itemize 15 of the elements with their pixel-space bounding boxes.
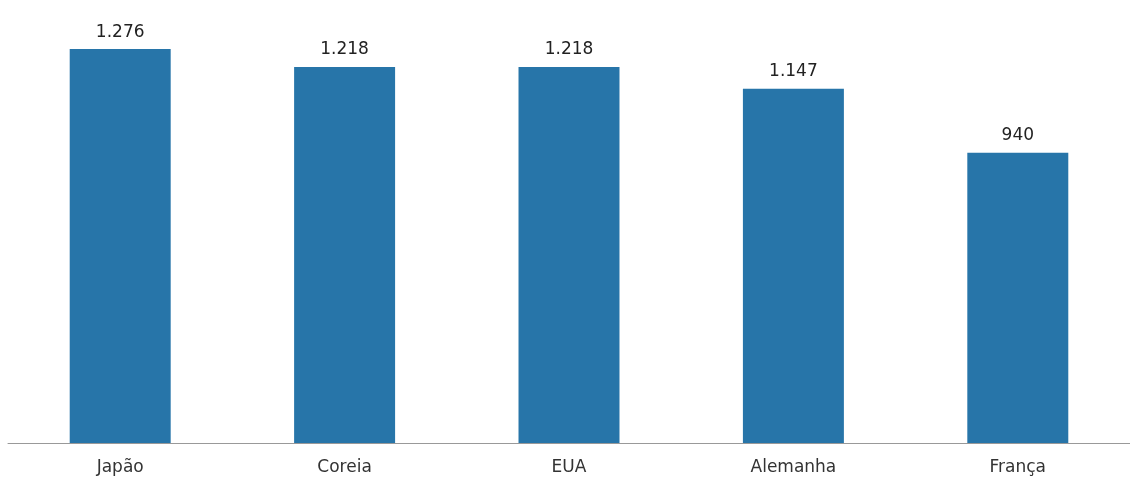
- bar: [294, 66, 396, 443]
- data-label: 1.147: [769, 60, 818, 81]
- bar: [967, 152, 1069, 443]
- data-label: 1.218: [544, 38, 594, 59]
- x-tick-label: Coreia: [317, 455, 372, 476]
- bar: [69, 49, 171, 443]
- bar: [518, 66, 620, 443]
- data-label: 1.276: [95, 20, 145, 41]
- data-label: 940: [1001, 124, 1035, 145]
- x-tick-label: França: [989, 455, 1047, 476]
- x-tick-label: Alemanha: [750, 455, 837, 476]
- x-tick-label: Japão: [95, 455, 144, 476]
- x-tick-label: EUA: [551, 455, 587, 476]
- bar: [742, 88, 844, 443]
- data-label: 1.218: [320, 38, 369, 59]
